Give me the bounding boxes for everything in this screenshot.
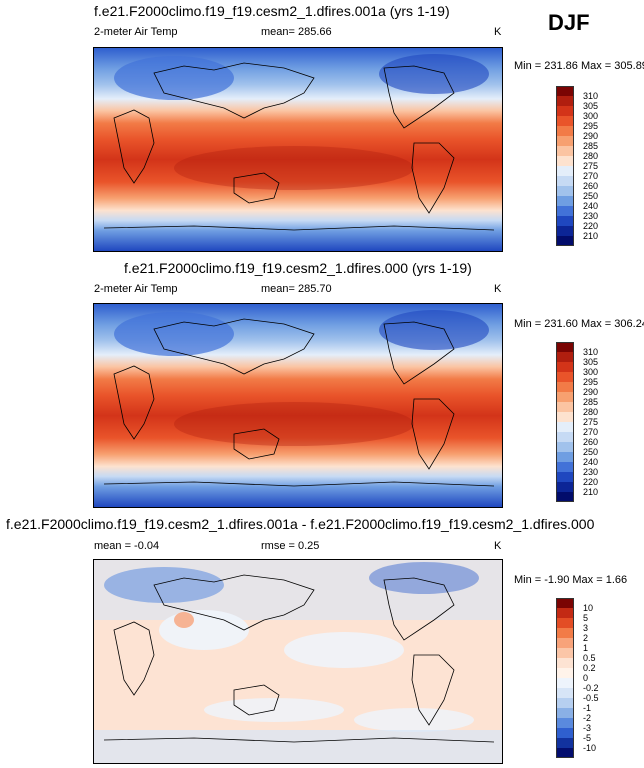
colorbar-tick-label: 295 — [583, 377, 599, 387]
colorbar-tick-label: 285 — [583, 141, 599, 151]
panel-2-map — [93, 303, 503, 508]
panel-3-title: f.e21.F2000climo.f19_f19.cesm2_1.dfires.… — [6, 516, 595, 532]
colorbar-tick-label: 0.2 — [583, 663, 596, 673]
panel-1-map — [93, 47, 503, 252]
colorbar-tick-label: 290 — [583, 387, 599, 397]
colorbar-tick-label: 310 — [583, 347, 599, 357]
colorbar-tick-label: 220 — [583, 221, 599, 231]
colorbar-tick-label: 210 — [583, 487, 599, 497]
colorbar-tick-label: -5 — [583, 733, 592, 743]
panel-3-mean: mean = -0.04 — [94, 540, 160, 552]
colorbar-tick-label: 300 — [583, 367, 599, 377]
colorbar-tick-label: -0.2 — [583, 683, 599, 693]
panel-2-colorbar — [556, 342, 574, 502]
panel-3-unit: K — [494, 540, 502, 552]
panel-2-mean: mean= 285.70 — [261, 283, 332, 295]
colorbar-tick-label: 10 — [583, 603, 594, 613]
colorbar-tick-label: 290 — [583, 131, 599, 141]
colorbar-tick-label: 310 — [583, 91, 599, 101]
colorbar-tick-label: 0 — [583, 673, 589, 683]
colorbar-tick-label: 280 — [583, 151, 599, 161]
panel-2-variable: 2-meter Air Temp — [94, 283, 178, 295]
panel-2-title: f.e21.F2000climo.f19_f19.cesm2_1.dfires.… — [124, 260, 472, 276]
colorbar-tick-label: -10 — [583, 743, 597, 753]
colorbar-tick-label: 300 — [583, 111, 599, 121]
panel-1-variable: 2-meter Air Temp — [94, 26, 178, 38]
colorbar-tick-label: 260 — [583, 437, 599, 447]
colorbar-tick-label: -3 — [583, 723, 592, 733]
panel-3-minmax: Min = -1.90 Max = 1.66 — [514, 574, 628, 586]
panel-1-title: f.e21.F2000climo.f19_f19.cesm2_1.dfires.… — [94, 3, 450, 19]
colorbar-tick-label: 275 — [583, 417, 599, 427]
colorbar-tick-label: 250 — [583, 191, 599, 201]
panel-3-colorbar-labels: 10 5 3 2 1 0.5 0.2 0 -0.2 -0.5 -1 -2 -3 … — [583, 598, 599, 753]
panel-1-minmax: Min = 231.86 Max = 305.89 — [514, 60, 644, 72]
colorbar-tick-label: 2 — [583, 633, 589, 643]
colorbar-tick-label: -1 — [583, 703, 592, 713]
panel-1-mean: mean= 285.66 — [261, 26, 332, 38]
colorbar-tick-label: -2 — [583, 713, 592, 723]
colorbar-tick-label: 305 — [583, 101, 599, 111]
colorbar-tick-label: 240 — [583, 201, 599, 211]
season-label: DJF — [548, 10, 590, 35]
panel-1-colorbar-labels: 310 305 300 295 290 285 280 275 270 260 … — [583, 86, 599, 241]
colorbar-tick-label: 295 — [583, 121, 599, 131]
colorbar-tick-label: 250 — [583, 447, 599, 457]
colorbar-tick-label: 280 — [583, 407, 599, 417]
panel-3-colorbar — [556, 598, 574, 758]
colorbar-tick-label: 0.5 — [583, 653, 596, 663]
colorbar-tick-label: 3 — [583, 623, 589, 633]
panel-3-rmse: rmse = 0.25 — [261, 540, 320, 552]
colorbar-tick-label: 275 — [583, 161, 599, 171]
panel-2-minmax: Min = 231.60 Max = 306.24 — [514, 318, 644, 330]
panel-2-unit: K — [494, 283, 502, 295]
colorbar-tick-label: 270 — [583, 427, 599, 437]
colorbar-tick-label: 285 — [583, 397, 599, 407]
colorbar-tick-label: 230 — [583, 211, 599, 221]
colorbar-tick-label: 305 — [583, 357, 599, 367]
colorbar-tick-label: 260 — [583, 181, 599, 191]
panel-3-map — [93, 559, 503, 764]
colorbar-tick-label: 270 — [583, 171, 599, 181]
colorbar-tick-label: 230 — [583, 467, 599, 477]
colorbar-tick-label: -0.5 — [583, 693, 599, 703]
colorbar-tick-label: 1 — [583, 643, 589, 653]
colorbar-tick-label: 220 — [583, 477, 599, 487]
panel-1-unit: K — [494, 26, 502, 38]
colorbar-tick-label: 240 — [583, 457, 599, 467]
colorbar-tick-label: 210 — [583, 231, 599, 241]
panel-2-colorbar-labels: 310 305 300 295 290 285 280 275 270 260 … — [583, 342, 599, 497]
panel-1-colorbar — [556, 86, 574, 246]
colorbar-tick-label: 5 — [583, 613, 589, 623]
